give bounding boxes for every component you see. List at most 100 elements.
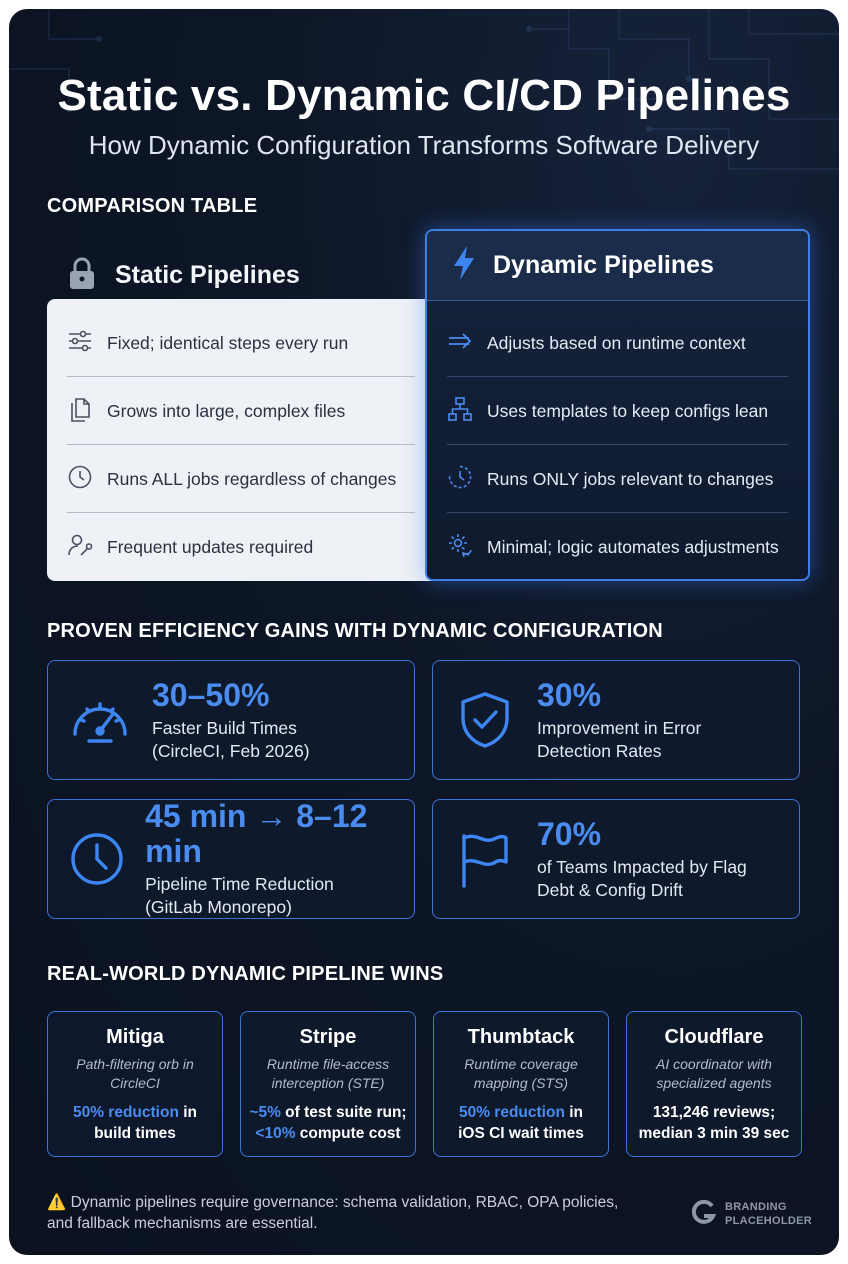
case-result: in [178,1103,198,1121]
branding-placeholder: BRANDING PLACEHOLDER [691,1199,812,1230]
static-row-text: Runs ALL jobs regardless of changes [107,468,397,489]
stat-label: Pipeline Time Reduction [145,874,334,895]
static-row-text: Fixed; identical steps every run [107,332,349,353]
dynamic-row-text: Uses templates to keep configs lean [487,400,769,421]
divider [447,444,788,445]
dynamic-pipelines-header: Dynamic Pipelines [427,231,808,301]
case-name: Stripe [299,1026,357,1048]
divider [447,512,788,513]
dynamic-row-text: Minimal; logic automates adjustments [487,536,779,557]
stat-card: 45 min → 8–12 min Pipeline Time Reductio… [47,798,415,919]
circuit-pattern-background [9,9,839,170]
divider [447,376,788,377]
case-method-cont: specialized agents [656,1074,772,1091]
dynamic-row: Adjusts based on runtime context [447,309,788,377]
comparison-section-title: COMPARISON TABLE [47,195,258,217]
case-highlight: <10% [255,1124,296,1142]
governance-note: ⚠️ Dynamic pipelines require governance:… [47,1193,627,1235]
divider [67,376,415,377]
case-name: Mitiga [106,1026,164,1048]
stat-value: 45 min → 8–12 min [145,798,368,870]
page-subtitle: How Dynamic Configuration Transforms Sof… [88,130,760,160]
static-row-text: Frequent updates required [107,536,314,557]
sliders-icon [67,329,93,358]
case-name: Thumbtack [467,1026,575,1048]
case-card-mitiga: Mitiga Path-filtering orb in CircleCI 50%… [47,1011,223,1157]
gains-section-title: PROVEN EFFICIENCY GAINS WITH DYNAMIC CON… [47,620,663,642]
case-highlight: ~5% [249,1103,281,1121]
stat-label: of Teams Impacted by Flag [537,856,747,877]
case-result: in [564,1103,584,1121]
static-row: Fixed; identical steps every run [67,309,419,377]
stat-value: 70% [537,815,602,852]
files-icon [67,396,93,427]
dynamic-row-text: Adjusts based on runtime context [487,332,746,353]
page-title: Static vs. Dynamic CI/CD Pipelines [57,71,791,120]
case-result-cont: compute cost [295,1124,401,1142]
wins-section-title: REAL-WORLD DYNAMIC PIPELINE WINS [47,963,444,985]
case-result: of test suite run; [280,1103,407,1121]
gear-sync-icon [447,532,473,563]
user-wrench-icon [67,532,93,563]
divider [67,444,415,445]
stat-card: 30–50% Faster Build Times (CircleCI, Feb … [47,660,415,780]
stat-label-cont: Detection Rates [537,740,662,761]
clock-icon [48,831,145,887]
static-row: Runs ALL jobs regardless of changes [67,445,419,513]
static-row: Grows into large, complex files [67,377,419,445]
stat-source: (GitLab Monorepo) [145,897,292,918]
static-row: Frequent updates required [67,513,419,581]
static-pipelines-heading: Static Pipelines [115,260,300,289]
stat-label-cont: Debt & Config Drift [537,879,683,900]
case-method: Runtime coverage [464,1056,578,1072]
case-method: Runtime file-access [266,1056,390,1072]
case-highlight: 50% reduction [72,1103,179,1121]
case-name: Cloudflare [664,1026,764,1048]
brand-line: BRANDING [725,1200,787,1213]
lock-icon [67,256,97,295]
case-card-thumbtack: Thumbtack Runtime coverage mapping (STS) … [433,1011,609,1157]
clock-progress-icon [447,464,473,495]
static-pipelines-header: Static Pipelines [67,249,300,301]
brand-logo-icon [691,1199,717,1230]
static-row-text: Grows into large, complex files [107,400,346,421]
dynamic-row: Minimal; logic automates adjustments [447,513,788,581]
clock-icon [67,464,93,495]
case-method-cont: mapping (STS) [473,1074,569,1091]
stat-label: Improvement in Error [537,717,702,738]
speedometer-icon [48,694,152,746]
flag-icon [433,830,537,888]
brand-line: PLACEHOLDER [725,1214,813,1227]
shield-check-icon [433,691,537,749]
arrow-right-icon [447,331,473,356]
stat-value: 30–50% [152,676,270,713]
infographic-card: Static vs. Dynamic CI/CD Pipelines How D… [9,9,839,1255]
case-highlight: 50% reduction [458,1103,565,1121]
case-method: AI coordinator with [656,1056,772,1072]
divider [67,512,415,513]
lightning-icon [451,245,477,286]
static-pipelines-panel: Fixed; identical steps every run Grows i… [47,299,439,581]
dynamic-row: Runs ONLY jobs relevant to changes [447,445,788,513]
stat-card: 30% Improvement in Error Detection Rates [432,660,800,780]
stat-source: (CircleCI, Feb 2026) [152,740,310,761]
case-method-cont: interception (STE) [271,1074,385,1091]
dynamic-row-text: Runs ONLY jobs relevant to changes [487,468,774,489]
stat-value: 30% [537,676,602,713]
hierarchy-icon [447,396,473,427]
stat-card: 70% of Teams Impacted by Flag Debt & Conf… [432,799,800,919]
case-result-cont: median 3 min 39 sec [638,1124,790,1142]
case-card-cloudflare: Cloudflare AI coordinator with specialize… [626,1011,802,1157]
dynamic-row: Uses templates to keep configs lean [447,377,788,445]
case-method-cont: CircleCI [110,1074,160,1091]
governance-note-text: Dynamic pipelines require governance: sc… [47,1194,619,1232]
stat-label: Faster Build Times [152,717,297,738]
dynamic-pipelines-heading: Dynamic Pipelines [493,251,714,279]
warning-icon: ⚠️ [47,1194,67,1211]
case-card-stripe: Stripe Runtime file-access interception (… [240,1011,416,1157]
case-result: 131,246 reviews; [652,1103,776,1121]
case-result-cont: build times [94,1124,176,1142]
dynamic-pipelines-panel: Dynamic Pipelines Adjusts based on runti… [425,229,810,581]
case-result-cont: iOS CI wait times [458,1124,584,1142]
case-method: Path-filtering orb in [76,1056,194,1072]
